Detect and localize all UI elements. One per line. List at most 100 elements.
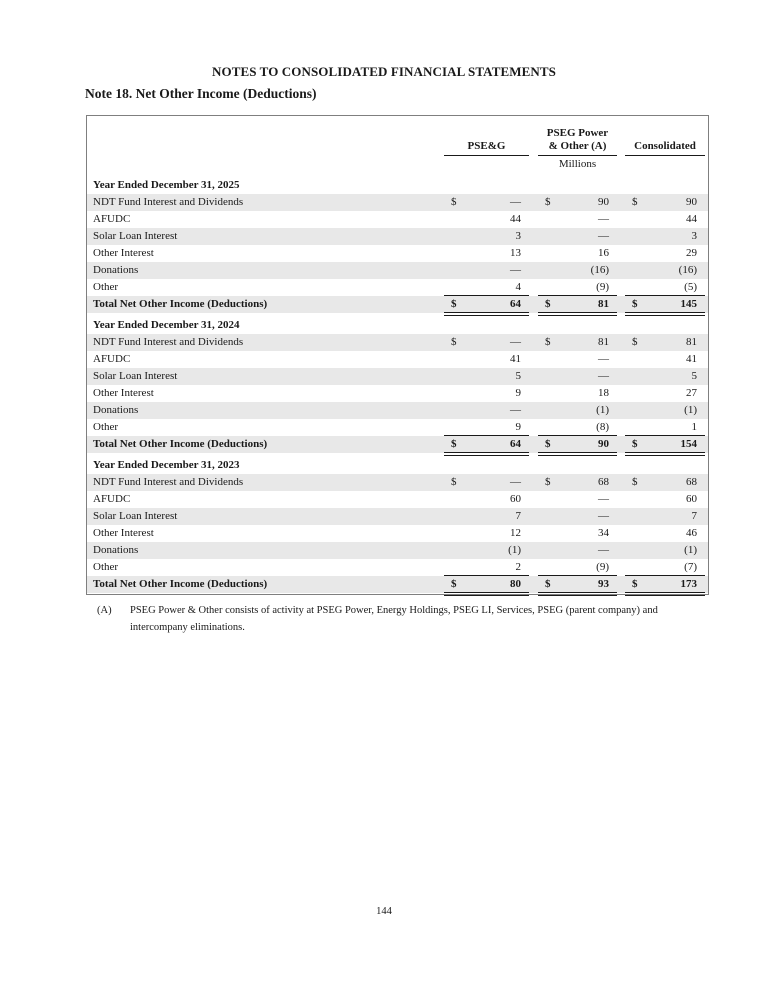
column-header: PSE&G (444, 140, 529, 156)
value: — (598, 230, 609, 242)
value: 60 (510, 493, 521, 505)
row-label: Total Net Other Income (Deductions) (93, 298, 268, 310)
currency-symbol: $ (451, 438, 457, 450)
currency-symbol: $ (632, 336, 638, 348)
value: — (510, 336, 521, 348)
currency-symbol: $ (632, 476, 638, 488)
financial-table: PSE&G PSEG Power & Other (A) Consolidated M… (86, 115, 709, 596)
value-cell: 5 (625, 368, 705, 385)
column-header-line: Consolidated (634, 140, 696, 152)
currency-symbol: $ (451, 476, 457, 488)
value-cell: (1) (538, 402, 617, 419)
value: 68 (598, 476, 609, 488)
year-section: Year Ended December 31, 2025 NDT Fund Int… (87, 177, 708, 316)
table-row: NDT Fund Interest and Dividends $ — $68 $68 (87, 474, 708, 491)
value-cell: 27 (625, 385, 705, 402)
value: 4 (515, 281, 522, 293)
value: — (598, 510, 609, 522)
value-cell: — (538, 491, 617, 508)
units-spacer (87, 156, 444, 173)
value: 46 (686, 527, 697, 539)
column-header-line: & Other (A) (548, 140, 607, 152)
value-cell: 3 (444, 228, 529, 245)
value-cell: 13 (444, 245, 529, 262)
value: 64 (510, 438, 521, 450)
row-label: Other Interest (93, 247, 154, 259)
value: — (598, 353, 609, 365)
value-cell: $145 (625, 296, 705, 313)
year-section: Year Ended December 31, 2023 NDT Fund Int… (87, 457, 708, 596)
value: (1) (684, 544, 697, 556)
value-cell: $68 (625, 474, 705, 491)
currency-symbol: $ (451, 578, 457, 590)
units-spacer-cell (444, 156, 529, 173)
row-label: AFUDC (93, 213, 131, 225)
value-cell: (1) (625, 542, 705, 559)
value-cell: 12 (444, 525, 529, 542)
currency-symbol: $ (632, 298, 638, 310)
value-cell: $ — (444, 474, 529, 491)
table-row: Total Net Other Income (Deductions) $80 $9… (87, 576, 708, 593)
rule-spacer (87, 313, 444, 316)
value-cell: $90 (538, 436, 617, 453)
value: (9) (596, 561, 609, 573)
row-label: Donations (93, 264, 139, 276)
value-cell: — (538, 542, 617, 559)
value-cell: (9) (538, 279, 617, 296)
table-row: Donations — (1) (1) (87, 402, 708, 419)
currency-symbol: $ (545, 578, 551, 590)
value: 16 (598, 247, 609, 259)
value: (8) (596, 421, 609, 433)
row-label: AFUDC (93, 353, 131, 365)
units-spacer-cell (625, 156, 705, 173)
row-label: NDT Fund Interest and Dividends (93, 476, 244, 488)
value-cell: 41 (444, 351, 529, 368)
value: 9 (515, 421, 522, 433)
value-cell: — (444, 262, 529, 279)
value-cell: (7) (625, 559, 705, 576)
value: 5 (691, 370, 698, 382)
value-cell: — (538, 228, 617, 245)
units-row: Millions (87, 156, 708, 173)
value: (1) (684, 404, 697, 416)
row-label: Other (93, 281, 119, 293)
row-label: Other (93, 561, 119, 573)
value-cell: $ — (444, 194, 529, 211)
table-row: Donations (1) — (1) (87, 542, 708, 559)
value: — (598, 370, 609, 382)
value-cell: (16) (538, 262, 617, 279)
rule-spacer (87, 593, 444, 596)
year-label: Year Ended December 31, 2025 (93, 179, 240, 191)
value: — (510, 404, 521, 416)
table-row: Total Net Other Income (Deductions) $64 $9… (87, 436, 708, 453)
value: — (598, 213, 609, 225)
row-label: Donations (93, 404, 139, 416)
value: — (510, 196, 521, 208)
value: (7) (684, 561, 697, 573)
value: (9) (596, 281, 609, 293)
currency-symbol: $ (632, 438, 638, 450)
row-label: Total Net Other Income (Deductions) (93, 578, 268, 590)
currency-symbol: $ (545, 476, 551, 488)
value-cell: $93 (538, 576, 617, 593)
value-cell: (1) (444, 542, 529, 559)
value: 41 (686, 353, 697, 365)
value: 3 (515, 230, 522, 242)
table-row: Total Net Other Income (Deductions) $64 $8… (87, 296, 708, 313)
double-rule-row (87, 313, 708, 316)
year-header-row: Year Ended December 31, 2025 (87, 177, 708, 194)
table-row: NDT Fund Interest and Dividends $ — $81 $81 (87, 334, 708, 351)
currency-symbol: $ (632, 196, 638, 208)
value-cell: (8) (538, 419, 617, 436)
value-cell: $154 (625, 436, 705, 453)
value-cell: $90 (625, 194, 705, 211)
value-cell: 60 (625, 491, 705, 508)
column-header: PSEG Power & Other (A) (538, 127, 617, 156)
double-rule-line (538, 453, 617, 456)
row-label: Solar Loan Interest (93, 510, 178, 522)
double-rule-line (625, 593, 705, 596)
double-rule-line (444, 453, 529, 456)
value: 18 (598, 387, 609, 399)
value-cell: 41 (625, 351, 705, 368)
value-cell: (5) (625, 279, 705, 296)
